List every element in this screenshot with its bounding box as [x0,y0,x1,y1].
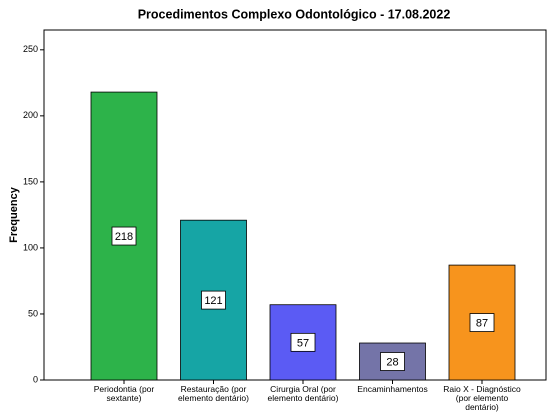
value-label: 57 [297,337,309,349]
y-tick-label: 100 [23,242,38,252]
y-tick-label: 250 [23,44,38,54]
value-label: 218 [115,231,133,243]
value-label: 87 [476,317,488,329]
value-label-box [111,226,137,246]
chart-title: Procedimentos Complexo Odontológico - 17… [138,7,451,21]
y-tick-label: 0 [33,374,38,384]
x-tick-label: Encaminhamentos [357,384,428,394]
value-label: 28 [386,356,398,368]
y-tick-label: 200 [23,110,38,120]
x-tick-label: Periodontia (por sextante) [93,384,155,403]
y-axis-label: Frequency [8,186,20,243]
value-label-box [201,290,226,310]
y-tick-label: 150 [23,176,38,186]
value-label-box [469,313,495,332]
x-tick-label: Raio X - Diagnóstico (por elemento dentá… [443,384,521,412]
value-label-box [380,352,405,371]
y-tick-label: 50 [28,308,38,318]
x-tick-label: Restauração (por elemento dentário) [178,384,249,403]
x-tick-label: Cirurgia Oral (por elemento dentário) [267,384,339,403]
value-label: 121 [204,295,222,307]
value-label-box [290,332,316,352]
